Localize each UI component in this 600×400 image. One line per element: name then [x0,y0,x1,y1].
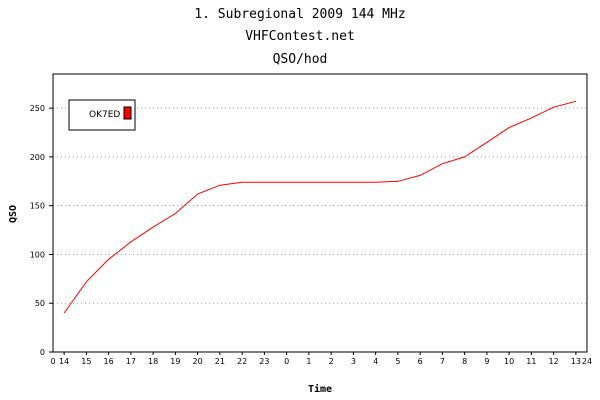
legend-label-ok7ed: OK7ED [89,110,120,120]
x-tick-label-8: 21 [215,357,225,366]
series-line-ok7ed [63,100,577,314]
y-axis-label: QSO [8,205,19,223]
chart-title-line-1: 1. Subregional 2009 144 MHz [194,7,405,22]
x-tick-label-12: 1 [306,357,311,366]
x-tick-label-25: 24 [582,357,592,366]
y-tick-label-0: 0 [40,348,45,357]
x-tick-label-0: 0 [50,357,55,366]
x-tick-label-16: 5 [395,357,400,366]
chart-title-line-2: VHFContest.net [245,29,355,44]
x-tick-label-14: 3 [351,357,356,366]
x-tick-label-13: 2 [329,357,334,366]
x-tick-label-2: 15 [81,357,91,366]
x-tick-label-11: 0 [284,357,289,366]
x-tick-label-22: 11 [526,357,536,366]
y-tick-label-250: 250 [30,104,45,113]
legend-swatch-ok7ed [123,106,132,120]
y-axis-ticks: 0 50 100 150 200 250 [30,104,53,357]
x-tick-label-10: 23 [259,357,269,366]
y-tick-label-200: 200 [30,153,45,162]
x-axis-ticks: 0 14 15 16 17 18 19 20 21 22 23 0 1 2 3 4 5 6 7 8 9 10 11 12 13 2… [50,352,592,366]
y-tick-label-100: 100 [30,250,45,259]
x-tick-label-1: 14 [59,357,69,366]
series-group [63,100,577,314]
gridlines [53,107,587,304]
x-tick-label-3: 16 [104,357,114,366]
x-tick-label-4: 17 [126,357,136,366]
plot-frame [52,73,588,353]
x-tick-label-5: 18 [148,357,158,366]
chart-title-line-3: QSO/hod [273,52,328,67]
x-tick-label-7: 20 [193,357,203,366]
x-tick-label-19: 8 [462,357,467,366]
x-tick-label-24: 13 [571,357,581,366]
x-tick-label-15: 4 [373,357,378,366]
y-tick-label-50: 50 [35,299,45,308]
x-axis-label: Time [308,383,332,395]
x-tick-label-18: 7 [440,357,445,366]
x-tick-label-9: 22 [237,357,247,366]
x-tick-label-23: 12 [549,357,559,366]
x-tick-label-17: 6 [418,357,423,366]
x-tick-label-21: 10 [504,357,514,366]
legend: OK7ED [68,99,136,131]
x-tick-label-20: 9 [484,357,489,366]
x-tick-label-6: 19 [170,357,180,366]
y-tick-label-150: 150 [30,202,45,211]
